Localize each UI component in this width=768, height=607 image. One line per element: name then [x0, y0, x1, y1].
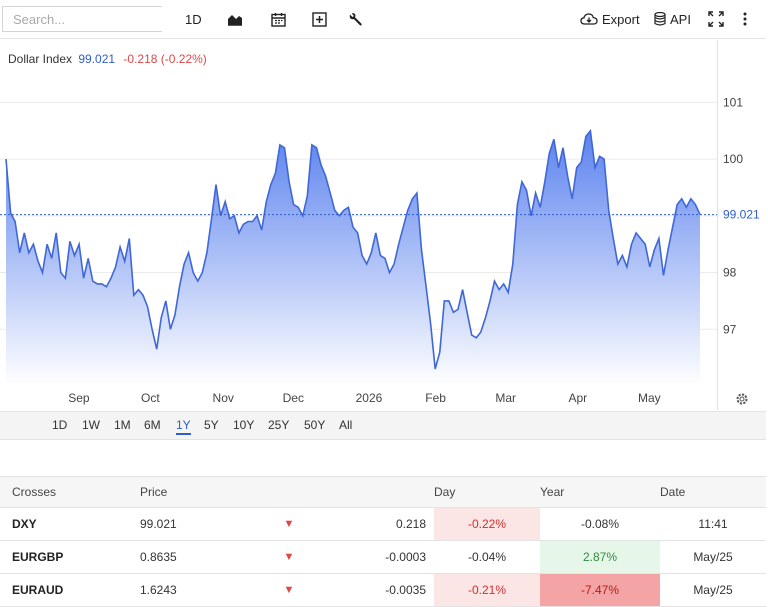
price-line: [5, 128, 701, 370]
x-tick-label: Apr: [569, 391, 588, 405]
settings-tools-button[interactable]: [348, 9, 363, 29]
x-tick-label: Mar: [495, 391, 516, 405]
cloud-download-icon: [580, 13, 598, 25]
wrench-icon: [349, 12, 362, 25]
chart-type-button[interactable]: [227, 9, 243, 29]
chart-toolbar: 1D Export API: [0, 0, 766, 39]
export-button[interactable]: Export: [580, 9, 640, 29]
table-row[interactable]: EURGBP 0.8635 ▼ -0.0003 -0.04% 2.87% May…: [0, 540, 766, 574]
x-tick-label: Nov: [213, 391, 234, 405]
last-price-tag-label: 99.021: [723, 208, 760, 222]
header-direction: [268, 476, 310, 508]
down-arrow-icon: ▼: [268, 507, 310, 541]
range-1y[interactable]: 1Y: [176, 418, 191, 435]
row-year: -7.47%: [540, 573, 660, 607]
row-price: 99.021: [140, 507, 268, 541]
search-input[interactable]: [2, 6, 162, 32]
row-year: 2.87%: [540, 540, 660, 574]
range-1d[interactable]: 1D: [52, 418, 68, 432]
range-all[interactable]: All: [339, 418, 353, 432]
table-row[interactable]: EURAUD 1.6243 ▼ -0.0035 -0.21% -7.47% Ma…: [0, 573, 766, 607]
down-arrow-icon: ▼: [268, 573, 310, 607]
export-label: Export: [602, 11, 640, 27]
crosses-table: Crosses Price Day Year Date DXY 99.021 ▼…: [0, 476, 766, 607]
header-change: [310, 476, 434, 508]
database-icon: [654, 12, 666, 26]
row-year: -0.08%: [540, 507, 660, 541]
more-menu-button[interactable]: [743, 9, 747, 29]
fullscreen-button[interactable]: [708, 9, 724, 29]
range-1w[interactable]: 1W: [82, 418, 100, 432]
legend-value: 99.021: [78, 52, 116, 66]
row-date: 11:41: [660, 507, 766, 541]
plus-box-icon: [312, 11, 327, 27]
last-price-tag-bg: [718, 205, 766, 224]
area-chart-icon: [228, 15, 242, 26]
row-price: 0.8635: [140, 540, 268, 574]
row-change: -0.0035: [310, 573, 434, 607]
y-tick-label: 100: [723, 152, 743, 166]
range-selector: 1D 1W 1M 6M 1Y 5Y 10Y 25Y 50Y All: [0, 411, 766, 440]
chart-legend: Dollar Index 99.021 -0.218 (-0.22%): [8, 52, 207, 66]
header-date[interactable]: Date: [660, 476, 766, 508]
x-tick-label: Oct: [141, 391, 160, 405]
range-5y[interactable]: 5Y: [204, 418, 219, 432]
row-change: 0.218: [310, 507, 434, 541]
header-day[interactable]: Day: [434, 476, 540, 508]
row-date: May/25: [660, 573, 766, 607]
y-tick-label: 98: [723, 266, 737, 280]
last-price-tag: 99.021: [718, 205, 766, 224]
range-6m[interactable]: 6M: [144, 418, 161, 432]
legend-name: Dollar Index: [8, 52, 73, 66]
dollar-index-chart[interactable]: 979899100101 SepOctNovDec2026FebMarAprMa…: [0, 40, 766, 410]
fullscreen-icon: [708, 11, 724, 27]
x-tick-label: Dec: [283, 391, 304, 405]
row-day: -0.22%: [434, 507, 540, 541]
x-tick-label: Feb: [425, 391, 446, 405]
row-name[interactable]: EURGBP: [0, 540, 140, 574]
add-indicator-button[interactable]: [312, 9, 327, 29]
range-25y[interactable]: 25Y: [268, 418, 290, 432]
area-fill: [6, 130, 700, 386]
row-date: May/25: [660, 540, 766, 574]
down-arrow-icon: ▼: [268, 540, 310, 574]
row-day: -0.21%: [434, 573, 540, 607]
api-label: API: [670, 11, 691, 27]
api-button[interactable]: API: [654, 9, 691, 29]
interval-button[interactable]: 1D: [185, 9, 202, 29]
calendar-button[interactable]: [271, 9, 286, 29]
calendar-icon: [271, 12, 286, 27]
more-vertical-icon: [743, 12, 747, 26]
row-change: -0.0003: [310, 540, 434, 574]
table-row[interactable]: DXY 99.021 ▼ 0.218 -0.22% -0.08% 11:41: [0, 507, 766, 541]
table-header-row: Crosses Price Day Year Date: [0, 476, 766, 508]
row-day: -0.04%: [434, 540, 540, 574]
row-price: 1.6243: [140, 573, 268, 607]
row-name[interactable]: DXY: [0, 507, 140, 541]
x-tick-label: 2026: [356, 391, 383, 405]
y-tick-label: 101: [723, 95, 743, 109]
x-tick-label: May: [638, 391, 661, 405]
y-tick-label: 97: [723, 322, 737, 336]
row-name[interactable]: EURAUD: [0, 573, 140, 607]
range-50y[interactable]: 50Y: [304, 418, 326, 432]
gear-icon: [736, 393, 748, 405]
range-1m[interactable]: 1M: [114, 418, 131, 432]
chart-settings-button[interactable]: [736, 393, 748, 405]
x-tick-label: Sep: [68, 391, 90, 405]
range-10y[interactable]: 10Y: [233, 418, 255, 432]
header-year[interactable]: Year: [540, 476, 660, 508]
interval-label: 1D: [185, 11, 202, 27]
legend-change: -0.218 (-0.22%): [123, 52, 207, 66]
x-axis-ticks: Sep Oct Nov Dec 2026 Feb Mar Apr May: [68, 391, 660, 405]
header-crosses[interactable]: Crosses: [0, 476, 140, 508]
header-price[interactable]: Price: [140, 476, 268, 508]
